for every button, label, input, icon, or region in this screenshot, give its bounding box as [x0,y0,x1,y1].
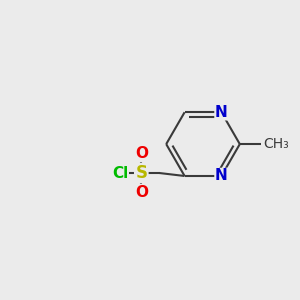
Text: O: O [135,185,148,200]
Text: N: N [215,105,228,120]
Text: N: N [215,169,228,184]
Text: O: O [135,146,148,161]
Text: S: S [135,164,147,182]
Text: Cl: Cl [112,166,128,181]
Text: CH₃: CH₃ [263,137,289,151]
